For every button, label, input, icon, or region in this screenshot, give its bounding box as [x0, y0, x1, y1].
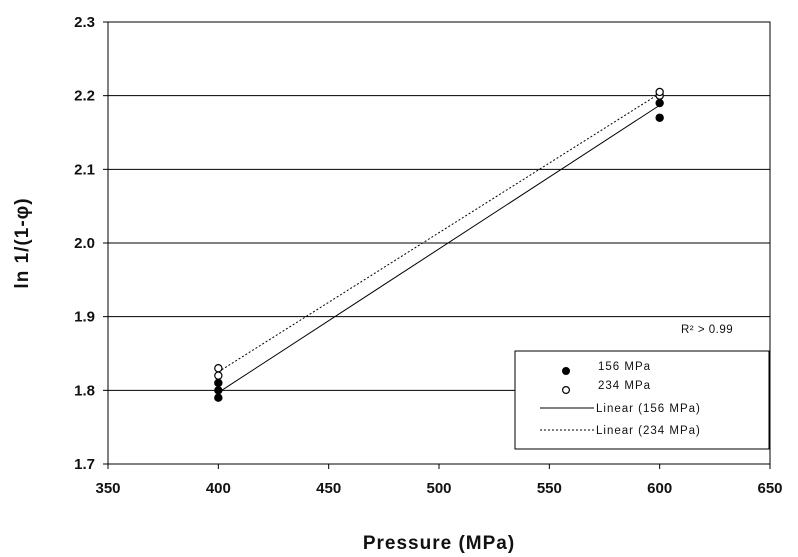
y-tick-label: 2.3: [74, 14, 95, 31]
fit-line-234: [218, 93, 660, 373]
legend-label: Linear (156 MPa): [596, 403, 701, 415]
legend-marker-234: [561, 386, 570, 395]
point-234: [655, 87, 664, 97]
y-tick-label: 1.8: [74, 382, 95, 399]
legend-label: 234 MPa: [598, 380, 651, 392]
point-156: [214, 393, 223, 402]
x-axis-ticks: 350 400 450 500 550 600 650: [95, 464, 783, 497]
y-axis-ticks: 1.7 1.8 1.9 2.0 2.1 2.2 2.3: [74, 14, 108, 473]
y-tick-label: 2.2: [74, 88, 95, 105]
y-tick-label: 2.0: [74, 235, 95, 252]
fit-lines: [218, 93, 660, 393]
legend-box: [514, 350, 770, 450]
x-tick-label: 550: [537, 480, 562, 497]
point-156: [655, 98, 664, 108]
x-tick-label: 350: [95, 480, 120, 497]
y-axis-title: ln 1/(1-φ): [12, 197, 33, 288]
point-234: [214, 364, 223, 373]
x-axis-title: Pressure (MPa): [363, 533, 515, 554]
r-squared-annotation: R² > 0.99: [681, 324, 733, 336]
y-tick-label: 1.9: [74, 309, 95, 326]
x-tick-label: 600: [647, 480, 672, 497]
x-tick-label: 650: [757, 480, 782, 497]
point-156: [214, 386, 223, 395]
point-156: [214, 378, 223, 388]
point-234: [214, 371, 223, 380]
legend-label: Linear (234 MPa): [596, 425, 701, 437]
x-tick-label: 450: [316, 480, 341, 497]
y-tick-label: 1.7: [74, 456, 95, 473]
point-156: [655, 113, 664, 122]
data-points: [214, 87, 664, 402]
fit-line-156: [218, 104, 660, 393]
x-tick-label: 500: [426, 480, 451, 497]
legend-label: 156 MPa: [598, 361, 651, 373]
legend: 156 MPa 234 MPa Linear (156 MPa) Linear (23…: [514, 350, 770, 450]
x-tick-label: 400: [206, 480, 231, 497]
y-tick-label: 2.1: [74, 161, 95, 178]
legend-marker-156: [561, 367, 570, 376]
